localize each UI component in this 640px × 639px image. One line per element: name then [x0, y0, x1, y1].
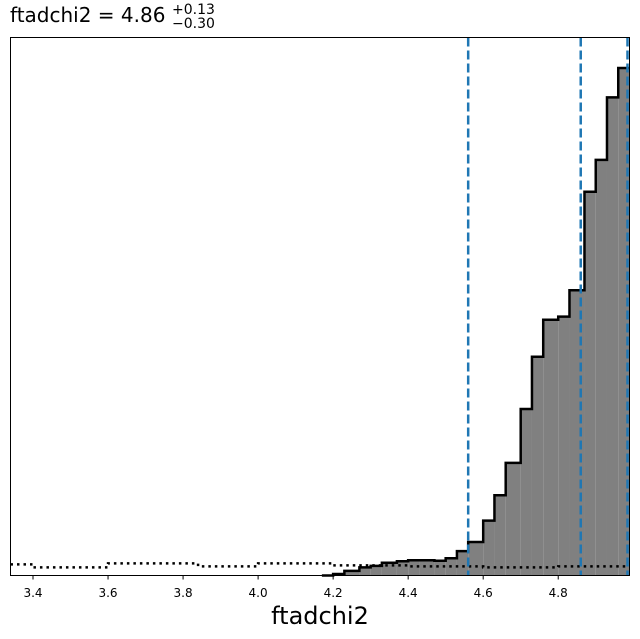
posterior-bar — [558, 316, 570, 576]
posterior-bar — [396, 561, 409, 576]
posterior-bar — [618, 67, 630, 576]
axes-frame — [10, 37, 630, 576]
prior-line — [10, 562, 630, 569]
posterior-bar — [381, 562, 397, 576]
posterior-bar — [569, 290, 585, 576]
quantile-markers — [466, 37, 629, 576]
x-axis-label: ftadchi2 — [271, 602, 369, 630]
posterior-bar — [595, 159, 607, 576]
chart-title: ftadchi2 = 4.86 — [10, 3, 165, 27]
title-lower-error: −0.30 — [172, 16, 215, 32]
posterior-bar — [370, 565, 382, 576]
posterior-bar — [494, 495, 506, 576]
posterior-bar — [468, 542, 484, 576]
x-tick-label: 4.6 — [474, 586, 493, 600]
x-tick-label: 4.0 — [249, 586, 268, 600]
prior-histogram — [10, 562, 630, 569]
posterior-histogram — [321, 66, 630, 577]
posterior-bar — [408, 560, 420, 576]
title-param: ftadchi2 — [10, 3, 91, 27]
posterior-bar — [359, 567, 371, 576]
plot-area: 3.4 3.6 3.8 4.0 4.2 4.4 4.6 4.8 — [10, 37, 630, 600]
posterior-bar — [483, 520, 495, 576]
title-upper-error: +0.13 — [172, 2, 215, 18]
x-tick-label: 3.4 — [23, 586, 42, 600]
title-value: 4.86 — [121, 3, 166, 27]
posterior-bar — [505, 462, 521, 576]
x-tick-label: 3.8 — [174, 586, 193, 600]
x-tick-label: 4.8 — [549, 586, 568, 600]
x-axis-ticks: 3.4 3.6 3.8 4.0 4.2 4.4 4.6 4.8 — [23, 575, 568, 600]
posterior-bar — [520, 409, 532, 576]
posterior-bar — [543, 319, 559, 576]
posterior-bar — [456, 551, 469, 576]
posterior-bar — [434, 560, 446, 576]
posterior-bar — [344, 570, 360, 576]
x-tick-label: 4.2 — [324, 586, 343, 600]
x-tick-label: 3.6 — [98, 586, 117, 600]
posterior-bar — [606, 97, 619, 576]
x-tick-label: 4.4 — [399, 586, 418, 600]
posterior-bar — [419, 560, 435, 576]
posterior-outline — [321, 66, 630, 577]
title-equals: = — [91, 3, 120, 27]
posterior-bar — [584, 191, 596, 576]
posterior-bar — [531, 356, 544, 576]
